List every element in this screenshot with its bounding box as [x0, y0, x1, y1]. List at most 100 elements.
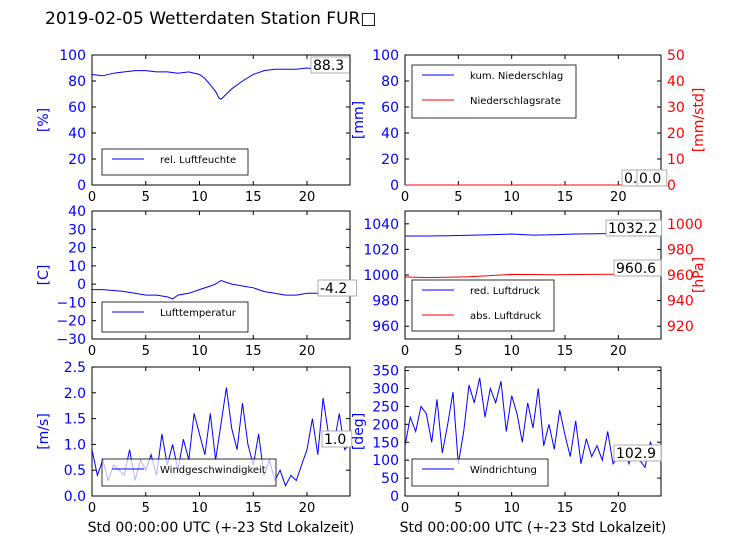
x-tick-label: 10: [503, 344, 520, 359]
y-tick-label: 300: [372, 382, 399, 398]
legend-box: [101, 458, 277, 487]
y-tick-label: 350: [372, 364, 399, 380]
value-box: [613, 444, 662, 462]
value-label: 1.0: [324, 432, 346, 448]
y-tick-label: 1040: [363, 217, 399, 233]
panel-pressure: 0 5 10 15 20 960 980 1000 1020 1040 920 940 960 980 10…: [363, 210, 707, 359]
series-line-1: [91, 67, 350, 100]
legend: Lufttemperatur: [101, 301, 249, 333]
y-tick-label: 100: [372, 453, 399, 469]
legend-box: [411, 279, 555, 332]
legend-entry: kum. Niederschlag: [470, 71, 563, 82]
y-tick-label: 1020: [363, 242, 399, 258]
value-label: 1032.2: [608, 221, 657, 237]
x-tick-label: 0: [401, 501, 409, 516]
legend-entry: Niederschlagsrate: [470, 96, 561, 107]
y2-tick-label: 30: [667, 100, 685, 116]
y-tick-label: 1.0: [64, 437, 86, 453]
x-tick-label: 0: [401, 344, 409, 359]
x-tick-label: 20: [299, 190, 316, 205]
panel-windspeed: 0 5 10 15 20 0.0 0.5 1.0 1.5 2.0 2.5 [m/s] Std 00:00…: [36, 360, 354, 536]
x-axis-label: Std 00:00:00 UTC (+-23 Std Lokalzeit): [88, 520, 355, 536]
y2-axis-label: [hPa]: [691, 257, 707, 293]
x-tick-label: 10: [191, 501, 208, 516]
y-tick-label: 50: [381, 471, 399, 487]
value-label: 0.0: [639, 171, 661, 187]
y-tick-label: 30: [68, 222, 86, 238]
series-line-1: [92, 279, 351, 300]
y-tick-label: −10: [56, 295, 86, 311]
y2-tick-label: 20: [667, 126, 685, 142]
y-axis-label: [mm]: [351, 101, 367, 139]
x-tick-label: 15: [245, 190, 262, 205]
y-tick-label: 0: [390, 489, 399, 505]
y-tick-label: 200: [372, 417, 399, 433]
legend-entry: rel. Luftfeuchte: [160, 155, 236, 166]
x-tick-label: 20: [299, 344, 316, 359]
panel-temperature: 0 5 10 15 20 −30 −20 −10 0 10 20 30 40 [C] Lufttempera…: [36, 204, 357, 359]
y2-tick-label: 980: [667, 242, 694, 258]
y-tick-label: 100: [372, 48, 399, 64]
y-tick-label: 0: [390, 178, 399, 194]
y2-axis-label: [mm/std]: [691, 88, 707, 153]
y-tick-label: 0: [77, 178, 86, 194]
y-axis-label: [m/s]: [36, 413, 52, 450]
y2-tick-label: 50: [667, 48, 685, 64]
x-tick-label: 5: [454, 344, 462, 359]
y-tick-label: 40: [68, 204, 86, 220]
legend-box: [411, 458, 549, 487]
axes-frame: [404, 366, 662, 497]
y-tick-label: 20: [68, 152, 86, 168]
x-tick-label: 20: [610, 190, 627, 205]
value-box: [310, 56, 350, 74]
legend: red. Luftdruck abs. Luftdruck: [411, 279, 555, 332]
legend-box: [101, 148, 249, 176]
y-axis-label: [%]: [36, 108, 52, 132]
legend: kum. Niederschlag Niederschlagsrate: [411, 64, 577, 119]
legend-entry: Windrichtung: [470, 465, 537, 476]
x-tick-label: 15: [557, 190, 574, 205]
y-tick-label: 1000: [363, 268, 399, 284]
y-tick-label: 80: [68, 74, 86, 90]
panel-precip: 0 5 10 15 20 0 20 40 60 80 100 0 10 20 30 40 50 [mm] [mm/s…: [351, 48, 707, 205]
x-tick-label: 10: [191, 190, 208, 205]
y-tick-label: 250: [372, 399, 399, 415]
value-label: -4.2: [320, 281, 347, 297]
y-tick-label: 0: [77, 277, 86, 293]
legend-entry: Windgeschwindigkeit: [160, 465, 266, 476]
y-tick-label: 60: [381, 100, 399, 116]
x-tick-label: 20: [299, 501, 316, 516]
y-tick-label: 40: [68, 126, 86, 142]
y-tick-label: 20: [68, 241, 86, 257]
page-title: 2019-02-05 Wetterdaten Station FUR□: [45, 9, 377, 29]
y-tick-label: 980: [372, 294, 399, 310]
y2-tick-label: 1000: [667, 217, 703, 233]
legend-box: [101, 301, 249, 333]
y2-tick-label: 10: [667, 152, 685, 168]
x-tick-label: 5: [142, 501, 150, 516]
x-tick-label: 5: [454, 190, 462, 205]
y2-tick-label: 920: [667, 319, 694, 335]
legend-entry: red. Luftdruck: [470, 286, 540, 297]
x-tick-label: 0: [88, 344, 96, 359]
x-tick-label: 15: [557, 501, 574, 516]
x-tick-label: 0: [401, 190, 409, 205]
y-tick-label: 150: [372, 435, 399, 451]
y2-tick-label: 940: [667, 294, 694, 310]
value-label: 102.9: [616, 446, 656, 462]
value-box: [317, 279, 357, 297]
y-tick-label: 80: [381, 74, 399, 90]
y-tick-label: 20: [381, 152, 399, 168]
y-tick-label: 960: [372, 319, 399, 335]
x-tick-label: 15: [245, 501, 262, 516]
y-tick-label: 100: [59, 48, 86, 64]
legend-box: [411, 64, 577, 119]
x-tick-label: 10: [191, 344, 208, 359]
y2-tick-label: 0: [667, 178, 676, 194]
panel-humidity: 0 5 10 15 20 0 20 40 60 80 100 [%] rel. Luftfeuchte 8…: [36, 48, 351, 205]
x-tick-label: 0: [88, 190, 96, 205]
y-tick-label: 10: [68, 259, 86, 275]
